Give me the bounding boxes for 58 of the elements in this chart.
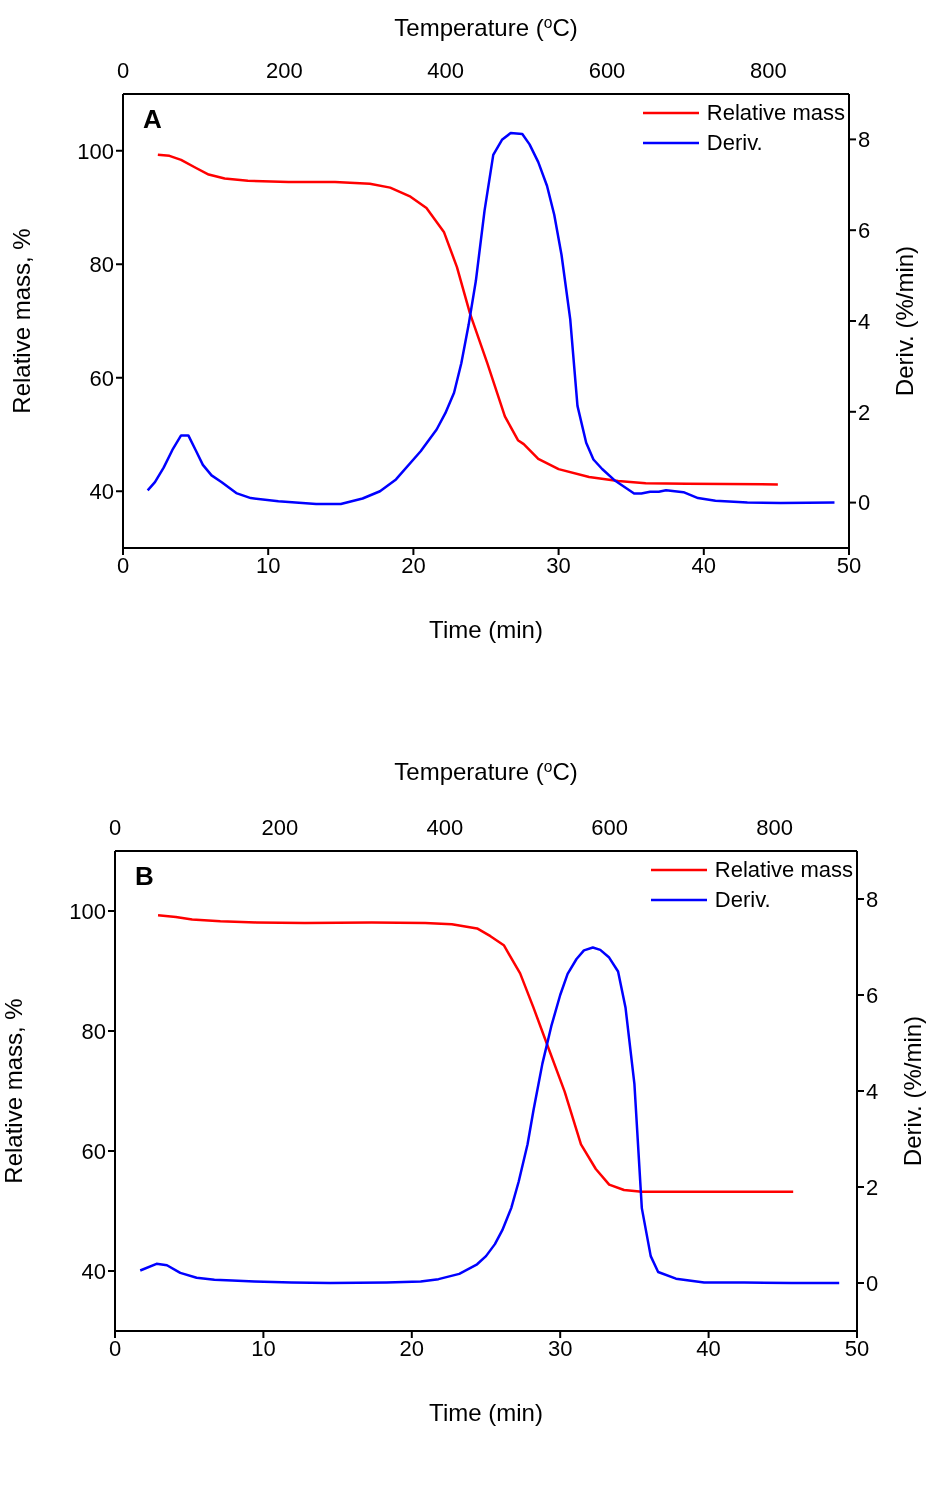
x2-tick-label: 800 xyxy=(749,58,787,83)
y2-tick-label: 4 xyxy=(866,1078,879,1104)
y-tick-label: 100 xyxy=(69,898,106,924)
y-tick-label: 60 xyxy=(89,365,114,391)
x-tick-label: 30 xyxy=(547,1335,573,1361)
y-tick-label: 80 xyxy=(81,1018,106,1044)
annotation: B xyxy=(135,861,154,892)
x-tick-label: 50 xyxy=(836,552,862,578)
x2-tick-label: 0 xyxy=(108,815,122,840)
y-tick-label: 80 xyxy=(89,252,114,278)
y2-tick-label: 0 xyxy=(858,490,871,516)
x-tick-label: 40 xyxy=(691,552,717,578)
y-axis-title: Relative mass, % xyxy=(0,998,27,1184)
x-tick-label: 50 xyxy=(844,1335,870,1361)
y-tick-label: 100 xyxy=(77,138,114,164)
line-series xyxy=(156,913,795,1194)
x-axis-title: Time (min) xyxy=(429,616,543,643)
x-tick-label: 30 xyxy=(546,552,571,578)
x2-tick-label: 0 xyxy=(116,58,130,83)
x-tick-label: 0 xyxy=(108,1335,122,1361)
line-series xyxy=(146,131,836,506)
legend-label: Relative mass xyxy=(714,856,853,884)
y2-tick-label: 2 xyxy=(866,1174,879,1200)
annotation: A xyxy=(143,104,162,135)
line-series xyxy=(156,153,780,486)
x-tick-label: 10 xyxy=(251,1335,276,1361)
y2-axis-title: Deriv. (%/min) xyxy=(899,1015,926,1167)
y2-tick-label: 8 xyxy=(866,886,879,912)
x2-tick-label: 600 xyxy=(588,58,626,83)
x2-axis-title: Temperature ($^{o}$C) xyxy=(394,13,578,41)
legend-label: Relative mass xyxy=(706,99,845,127)
x-axis-title: Time (min) xyxy=(429,1399,543,1426)
x2-tick-label: 200 xyxy=(261,815,299,840)
y2-tick-label: 8 xyxy=(858,127,871,153)
x2-tick-label: 400 xyxy=(427,58,465,83)
x-tick-label: 40 xyxy=(696,1335,721,1361)
x2-tick-label: 400 xyxy=(426,815,464,840)
x2-tick-label: 200 xyxy=(265,58,303,83)
x2-tick-label: 600 xyxy=(591,815,629,840)
x-tick-label: 20 xyxy=(399,1335,425,1361)
y2-tick-label: 0 xyxy=(866,1270,879,1296)
y2-tick-label: 6 xyxy=(858,218,871,244)
y-tick-label: 60 xyxy=(81,1138,106,1164)
y2-tick-label: 6 xyxy=(866,982,879,1008)
line-series xyxy=(138,946,841,1285)
y2-tick-label: 2 xyxy=(858,399,871,425)
x-tick-label: 20 xyxy=(401,552,426,578)
y-tick-label: 40 xyxy=(81,1258,106,1284)
legend-label: Deriv. xyxy=(706,129,763,157)
y2-tick-label: 4 xyxy=(858,308,871,334)
y-axis-title: Relative mass, % xyxy=(8,228,35,414)
legend-label: Deriv. xyxy=(714,886,771,914)
y2-axis-title: Deriv. (%/min) xyxy=(891,245,918,397)
x-tick-label: 0 xyxy=(116,552,130,578)
x2-tick-label: 800 xyxy=(756,815,793,840)
x-tick-label: 10 xyxy=(255,552,281,578)
x2-axis-title: Temperature ($^{o}$C) xyxy=(394,757,578,785)
y-tick-label: 40 xyxy=(89,479,114,505)
